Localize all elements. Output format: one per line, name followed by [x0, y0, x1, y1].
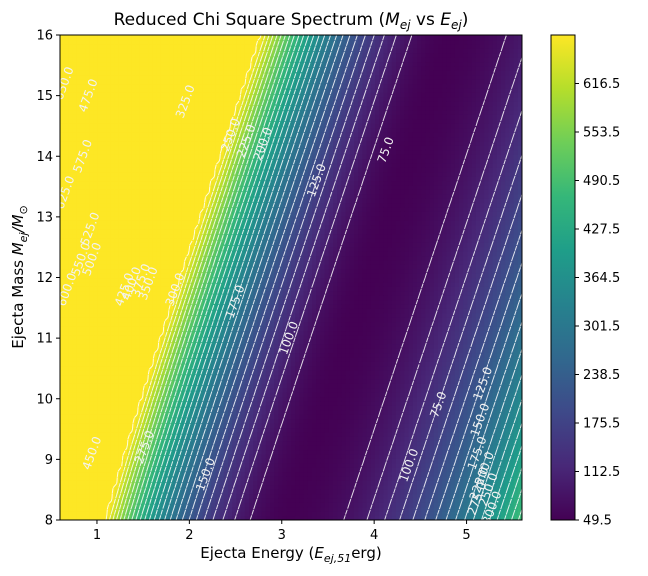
y-tick-label: 14 — [36, 150, 53, 165]
y-tick-label: 16 — [36, 29, 53, 44]
y-tick-label: 13 — [36, 210, 53, 225]
y-axis: 8 9 10 11 12 13 14 15 16 — [36, 29, 60, 529]
colorbar-tick-label: 616.5 — [583, 77, 620, 92]
colorbar-tick-label: 49.5 — [583, 514, 612, 529]
heatmap: 650.0 475.0625.0575.0550.0525.0500.0600.0… — [60, 35, 522, 520]
x-tick-label: 3 — [278, 528, 286, 543]
x-axis-label: Ejecta Energy (Eej,51erg) — [200, 544, 381, 565]
x-axis: 1 2 3 4 5 — [93, 520, 471, 543]
colorbar-tick-label: 238.5 — [583, 368, 620, 383]
colorbar-ticks: 616.5 553.5 490.5 427.5 364.5 301.5 238.5 175.5… — [575, 77, 620, 529]
colorbar-tick-label: 364.5 — [583, 271, 620, 286]
x-tick-label: 4 — [370, 528, 378, 543]
y-tick-label: 11 — [36, 332, 53, 347]
colorbar-tick-label: 301.5 — [583, 320, 620, 335]
colorbar-tick-label: 490.5 — [583, 174, 620, 189]
y-tick-label: 15 — [36, 89, 53, 104]
contour-lines — [105, 35, 522, 520]
y-tick-label: 9 — [45, 453, 53, 468]
chart-title: Reduced Chi Square Spectrum (Mej vs Eej) — [114, 10, 469, 32]
colorbar-tick-label: 112.5 — [583, 465, 620, 480]
colorbar — [551, 35, 575, 520]
y-tick-label: 8 — [45, 514, 53, 529]
colorbar-tick-label: 427.5 — [583, 223, 620, 238]
y-tick-label: 12 — [36, 271, 53, 286]
y-axis-label: Ejecta Mass Mej/M⊙ — [9, 205, 30, 349]
colorbar-tick-label: 553.5 — [583, 126, 620, 141]
colorbar-tick-label: 175.5 — [583, 417, 620, 432]
x-tick-label: 1 — [93, 528, 101, 543]
x-tick-label: 2 — [185, 528, 193, 543]
y-tick-label: 10 — [36, 392, 53, 407]
x-tick-label: 5 — [462, 528, 470, 543]
